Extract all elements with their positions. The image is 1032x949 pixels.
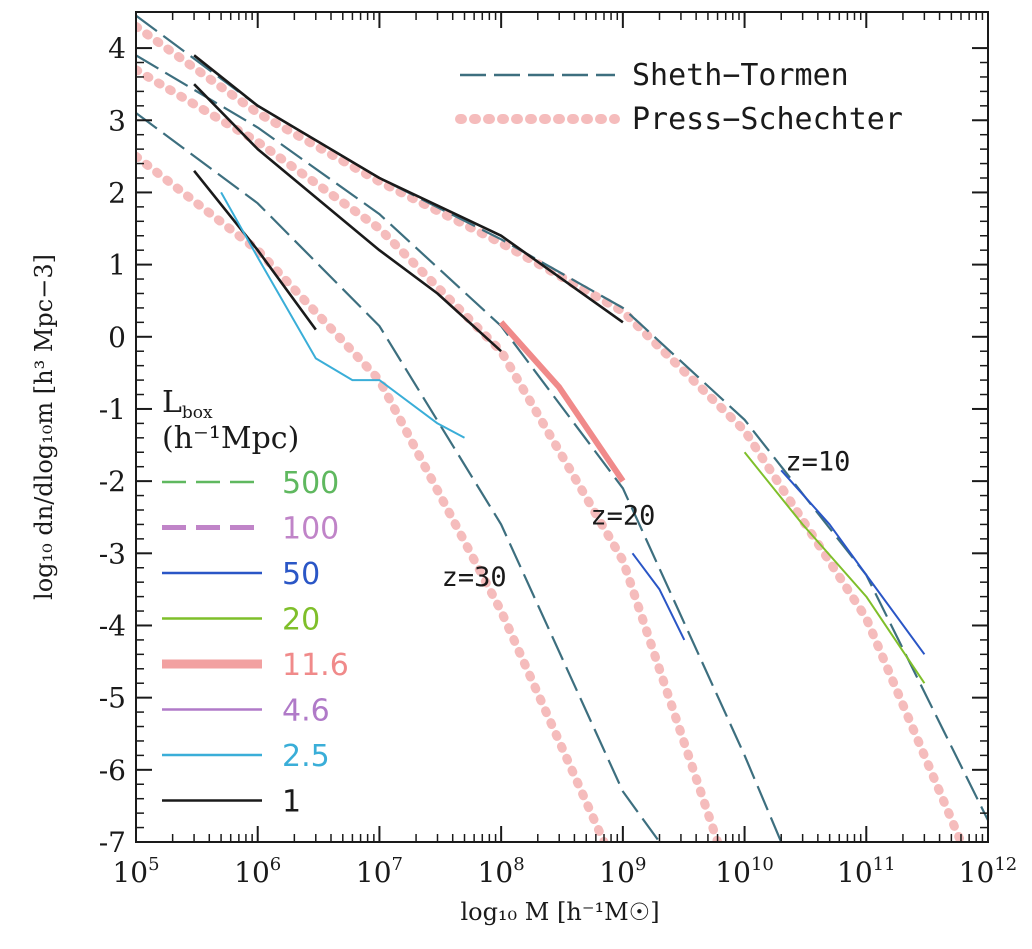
box-legend-label: 2.5	[282, 739, 330, 774]
redshift-label: z=20	[590, 500, 655, 531]
y-tick-label: -7	[99, 826, 126, 859]
axis-ticks	[135, 12, 989, 843]
y-tick-label: 3	[108, 104, 126, 137]
box-legend-label: 4.6	[282, 694, 330, 729]
x-tick-labels: 105 106 107 108 109 1010 1011 1012	[112, 854, 1017, 889]
model-legend-label: Sheth−Tormen	[632, 58, 849, 93]
plot-area	[136, 14, 988, 842]
redshift-label: z=30	[442, 562, 507, 593]
y-tick-label: 4	[108, 32, 126, 65]
box-legend-label: 500	[282, 466, 339, 501]
x-tick-label: 108	[478, 854, 525, 889]
y-axis-title: log₁₀ dn/dlog₁₀m [h³ Mpc−3]	[30, 254, 58, 600]
sim-curve-box-1-1	[193, 83, 502, 353]
y-tick-label: -6	[99, 754, 126, 787]
simulation-curves	[193, 54, 926, 684]
x-axis-title: log₁₀ M [h⁻¹M☉]	[460, 898, 659, 926]
lbox-unit: (h⁻¹Mpc)	[162, 421, 299, 456]
sim-curve-box-11-6-4	[498, 320, 626, 483]
y-tick-label: -2	[99, 465, 126, 498]
model-legend: Sheth−Tormen Press−Schechter	[455, 58, 903, 137]
y-tick-label: -3	[99, 537, 126, 570]
y-tick-label: 1	[108, 249, 126, 282]
sim-curve-box-1-0	[193, 54, 624, 324]
x-tick-label: 107	[356, 854, 403, 889]
plot-frame	[135, 11, 989, 843]
sim-curve-box-50-6	[780, 469, 926, 655]
x-tick-label: 1011	[837, 854, 896, 889]
box-legend-label: 50	[282, 557, 320, 592]
x-tick-label: 105	[112, 854, 159, 889]
box-legend-label: 100	[282, 512, 339, 547]
box-legend-label: 1	[282, 785, 301, 820]
x-tick-label: 106	[234, 854, 281, 889]
lbox-title: Lbox	[162, 385, 213, 423]
y-tick-label: -4	[99, 609, 126, 642]
box-legend-label: 20	[282, 603, 320, 638]
y-tick-labels: 4 3 2 1 0 -1 -2 -3 -4 -5 -6 -7	[99, 32, 126, 859]
x-tick-label: 1010	[715, 854, 774, 889]
y-tick-label: -5	[99, 682, 126, 715]
sim-curve-box-50-5	[631, 552, 686, 641]
press-schechter-curve-z10	[136, 21, 966, 842]
box-legend: Lbox (h⁻¹Mpc) 500 100 50 20 11.6 4.6 2.5 1	[162, 385, 349, 820]
redshift-label: z=10	[785, 446, 850, 477]
x-tick-label: 109	[599, 854, 646, 889]
sim-curve-box-1-2	[193, 169, 317, 331]
sim-curve-box-20-7	[743, 451, 926, 684]
x-tick-label: 1012	[959, 854, 1018, 889]
box-legend-items: 500 100 50 20 11.6 4.6 2.5 1	[162, 466, 349, 820]
y-tick-label: 0	[108, 321, 126, 354]
y-tick-label: -1	[99, 393, 126, 426]
sheth-tormen-curve-z30	[136, 112, 661, 842]
box-legend-label: 11.6	[282, 648, 349, 683]
press-schechter-curve-z30	[136, 151, 609, 842]
model-legend-label: Press−Schechter	[632, 102, 903, 137]
redshift-labels: z=10 z=20 z=30	[442, 446, 851, 592]
sim-curve-box-2-5-3	[220, 191, 465, 439]
y-tick-label: 2	[108, 176, 126, 209]
